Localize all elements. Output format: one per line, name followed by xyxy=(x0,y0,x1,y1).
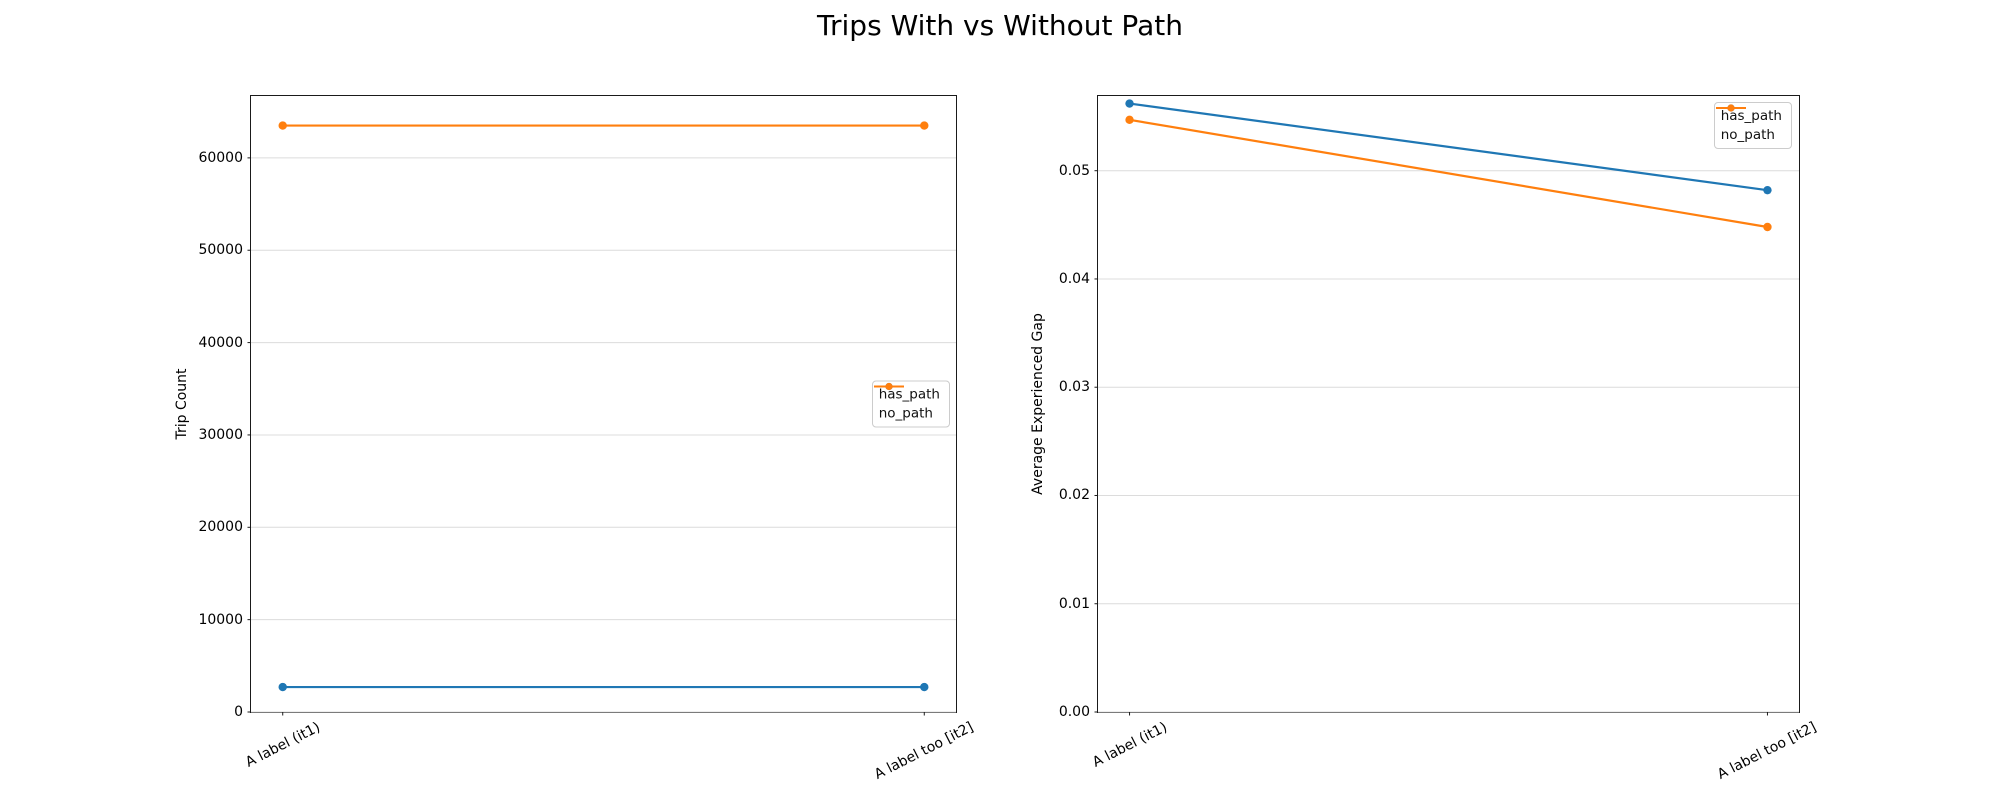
y-tick-label: 0.03 xyxy=(1058,379,1090,396)
plot-svg xyxy=(1094,99,1799,716)
plot-area-average-experienced-gap: 0.00 0.01 0.02 0.03 0.04 0.05 A label (it1) A l… xyxy=(1059,95,1819,783)
y-tick-label: 50000 xyxy=(198,242,243,259)
series-line-has_path xyxy=(1129,102,1768,192)
x-tick-label: A label too [it2] xyxy=(872,719,977,783)
figure-title: Trips With vs Without Path xyxy=(817,9,1183,42)
legend-label: has_path xyxy=(878,386,940,403)
legend-label: no_path xyxy=(1720,127,1775,143)
legend-marker xyxy=(885,382,893,391)
y-axis-label-average-experienced-gap: Average Experienced Gap xyxy=(1030,313,1046,495)
y-tick-label: 0 xyxy=(234,704,243,720)
y-tick-label: 0.01 xyxy=(1058,595,1090,612)
legend: has_path no_path xyxy=(871,380,950,428)
series-marker-no_path xyxy=(278,121,287,130)
y-tick-label: 0.05 xyxy=(1058,162,1090,179)
y-axis-label-trip-count: Trip Count xyxy=(174,368,190,440)
series-marker-has_path xyxy=(278,682,287,692)
legend-marker xyxy=(1727,104,1735,112)
chart-average-experienced-gap: Average Experienced Gap 0.00 0.01 0.02 0.03… xyxy=(1030,95,1819,783)
y-tick-label: 0.02 xyxy=(1058,487,1090,504)
y-tick-label: 40000 xyxy=(198,334,243,351)
y-tick-label: 10000 xyxy=(198,611,243,628)
series-marker-no_path xyxy=(920,121,929,130)
series-marker-no_path xyxy=(1763,222,1772,232)
y-tick-label: 0.00 xyxy=(1058,704,1090,720)
legend-line-marker-icon xyxy=(873,382,904,391)
plot-area-trip-count: 0 10000 20000 30000 40000 50000 60000 A label (… xyxy=(198,95,976,783)
plot-svg xyxy=(247,121,956,716)
legend: has_path no_path xyxy=(1713,102,1792,149)
chart-trip-count: Trip Count 0 10000 20000 30000 40000 50000 600… xyxy=(174,95,976,783)
legend-label: no_path xyxy=(878,405,933,422)
x-tick-label: A label (it1) xyxy=(1089,719,1170,771)
legend-label: has_path xyxy=(1720,108,1782,124)
y-tick-label: 60000 xyxy=(198,149,243,166)
y-tick-label: 30000 xyxy=(198,426,243,443)
legend-line-marker-icon xyxy=(1715,104,1746,112)
x-tick-label: A label (it1) xyxy=(242,719,323,771)
legend-entry-no_path: no_path xyxy=(1715,104,1782,143)
legend-entry-no_path: no_path xyxy=(873,382,940,422)
series-marker-has_path xyxy=(1763,185,1772,195)
y-tick-label: 0.04 xyxy=(1058,270,1090,287)
y-tick-label: 20000 xyxy=(198,519,243,536)
series-marker-no_path xyxy=(1125,115,1134,125)
series-marker-has_path xyxy=(920,682,929,692)
series-marker-has_path xyxy=(1125,99,1134,108)
series-line-no_path xyxy=(1129,118,1768,229)
x-tick-label: A label too [it2] xyxy=(1715,719,1820,783)
